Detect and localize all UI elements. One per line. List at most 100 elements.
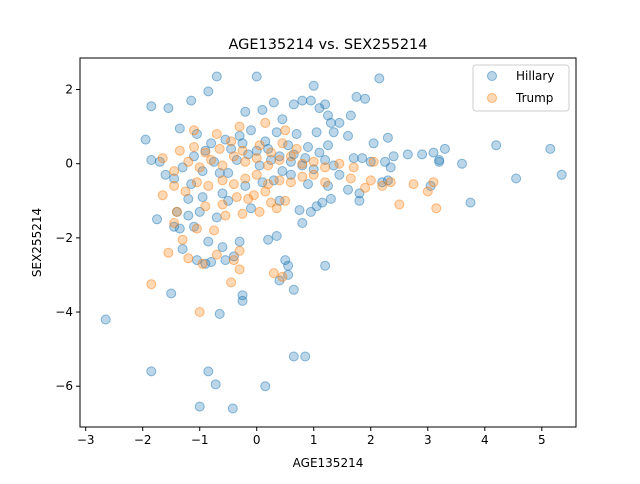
data-point-hillary <box>203 86 214 97</box>
data-point-hillary <box>511 173 522 184</box>
data-point-hillary <box>360 93 371 104</box>
data-point-trump <box>280 125 291 136</box>
data-point-trump <box>280 195 291 206</box>
data-point-trump <box>234 121 245 132</box>
data-point-trump <box>360 182 371 193</box>
data-point-trump <box>169 166 180 177</box>
data-point-hillary <box>320 260 331 271</box>
data-point-trump <box>209 225 219 236</box>
data-point-hillary <box>291 129 302 139</box>
data-point-hillary <box>556 169 567 180</box>
data-point-trump <box>308 156 319 167</box>
data-point-trump <box>228 255 239 266</box>
data-point-hillary <box>385 162 396 173</box>
data-point-trump <box>277 138 288 149</box>
data-point-hillary <box>240 180 251 191</box>
data-point-trump <box>157 190 168 201</box>
y-axis-ticks: −6 −4 −2 0 2 <box>55 83 80 393</box>
data-point-trump <box>274 175 285 186</box>
data-point-trump <box>191 177 202 188</box>
data-point-hillary <box>237 295 248 306</box>
data-point-hillary <box>169 173 180 184</box>
data-point-hillary <box>345 110 356 121</box>
data-point-hillary <box>203 236 214 247</box>
data-point-trump <box>214 143 225 154</box>
data-point-hillary <box>297 95 308 106</box>
data-point-trump <box>183 156 194 167</box>
data-point-trump <box>285 151 296 162</box>
data-point-trump <box>177 234 188 245</box>
data-point-hillary <box>194 401 205 412</box>
data-point-hillary <box>365 156 376 167</box>
data-point-trump <box>251 153 262 164</box>
data-point-hillary <box>183 210 194 221</box>
legend-label-trump: Trump <box>515 91 553 105</box>
data-point-trump <box>234 264 245 275</box>
data-point-hillary <box>160 169 171 180</box>
data-point-hillary <box>325 117 336 128</box>
data-point-trump <box>203 180 214 191</box>
data-point-hillary <box>268 175 279 186</box>
data-point-trump <box>211 129 222 139</box>
data-point-hillary <box>169 221 180 232</box>
data-point-hillary <box>166 288 177 299</box>
data-point-hillary <box>186 95 197 106</box>
data-point-trump <box>254 206 265 217</box>
data-point-trump <box>260 117 271 128</box>
data-point-hillary <box>457 158 467 169</box>
data-point-trump <box>200 201 211 212</box>
data-point-trump <box>254 140 265 151</box>
legend-marker-trump <box>487 93 497 103</box>
data-point-hillary <box>183 193 194 204</box>
x-tick-label: −1 <box>191 433 209 447</box>
data-point-trump <box>277 271 288 282</box>
legend-marker-hillary <box>487 71 497 81</box>
data-point-trump <box>251 169 262 180</box>
data-point-hillary <box>277 114 288 125</box>
data-point-hillary <box>491 140 502 151</box>
data-point-trump <box>240 173 251 184</box>
data-point-hillary <box>439 143 450 154</box>
x-tick-label: 4 <box>481 433 489 447</box>
data-point-trump <box>146 279 157 290</box>
data-point-hillary <box>210 379 221 390</box>
data-point-hillary <box>251 71 262 82</box>
data-point-hillary <box>234 236 245 247</box>
data-point-hillary <box>220 255 231 266</box>
data-point-trump <box>266 147 276 158</box>
data-point-hillary <box>374 73 385 84</box>
data-point-hillary <box>297 218 308 228</box>
data-point-trump <box>237 208 248 219</box>
data-point-trump <box>263 179 274 190</box>
data-point-trump <box>226 277 237 288</box>
data-point-hillary <box>237 138 248 149</box>
y-tick-label: −4 <box>55 305 73 319</box>
x-tick-label: 2 <box>367 433 375 447</box>
data-point-trump <box>169 218 180 228</box>
data-point-hillary <box>328 127 339 138</box>
data-point-hillary <box>243 149 254 160</box>
data-point-hillary <box>317 197 328 208</box>
data-point-trump <box>431 203 442 214</box>
data-point-hillary <box>174 123 185 134</box>
data-point-hillary <box>300 153 311 164</box>
data-point-hillary <box>308 164 319 175</box>
data-point-trump <box>194 162 205 173</box>
data-point-hillary <box>351 91 362 102</box>
y-tick-label: −6 <box>55 379 73 393</box>
data-point-hillary <box>206 138 217 149</box>
data-point-hillary <box>311 127 322 138</box>
data-point-hillary <box>285 169 296 180</box>
data-point-hillary <box>211 212 222 223</box>
x-axis-ticks: −3 −2 −1 0 1 2 3 4 5 <box>77 427 546 447</box>
data-point-hillary <box>227 403 238 414</box>
data-point-hillary <box>271 127 282 138</box>
data-point-hillary <box>146 101 157 112</box>
data-point-hillary <box>348 153 359 164</box>
data-point-hillary <box>428 147 439 158</box>
data-point-hillary <box>288 99 299 110</box>
data-point-hillary <box>214 168 225 178</box>
data-point-trump <box>228 151 239 162</box>
y-tick-label: 0 <box>65 157 73 171</box>
data-point-hillary <box>280 255 291 266</box>
